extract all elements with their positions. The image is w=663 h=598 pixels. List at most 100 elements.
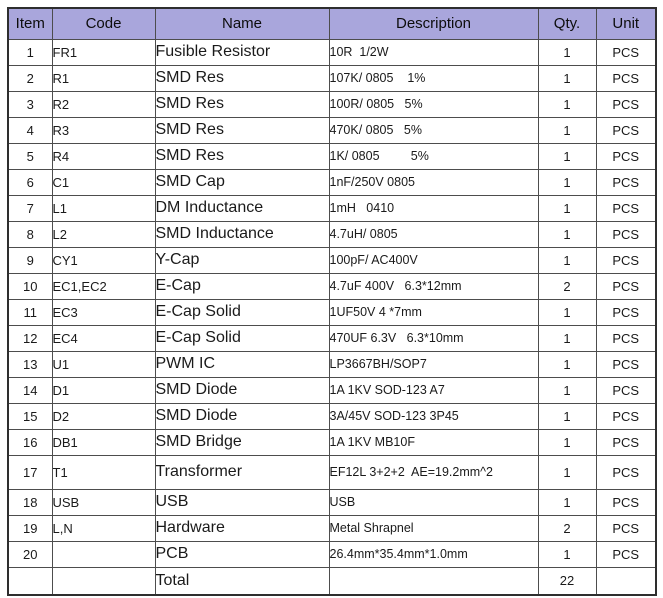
cell-qty: 1 bbox=[537, 168, 597, 196]
table-row: 18 USB USB USB 1 PCS bbox=[7, 488, 657, 516]
cell-name: E-Cap Solid bbox=[154, 324, 330, 352]
table-row: 9 CY1 Y-Cap 100pF/ AC400V 1 PCS bbox=[7, 246, 657, 274]
cell-code: EC3 bbox=[51, 298, 156, 326]
header-description: Description bbox=[328, 7, 539, 40]
cell-item: 3 bbox=[7, 90, 53, 118]
cell-unit: PCS bbox=[595, 298, 657, 326]
cell-qty: 1 bbox=[537, 376, 597, 404]
cell-code: U1 bbox=[51, 350, 156, 378]
cell-name: PCB bbox=[154, 540, 330, 568]
cell-code: R4 bbox=[51, 142, 156, 170]
cell-qty: 1 bbox=[537, 402, 597, 430]
cell-unit: PCS bbox=[595, 402, 657, 430]
cell-qty: 2 bbox=[537, 272, 597, 300]
cell-description: 4.7uF 400V 6.3*12mm bbox=[328, 272, 539, 300]
cell-description: 3A/45V SOD-123 3P45 bbox=[328, 402, 539, 430]
cell-description: Metal Shrapnel bbox=[328, 514, 539, 542]
cell-item: 10 bbox=[7, 272, 53, 300]
cell-name: Fusible Resistor bbox=[154, 38, 330, 66]
table-row: 16 DB1 SMD Bridge 1A 1KV MB10F 1 PCS bbox=[7, 428, 657, 456]
bom-table: Item Code Name Description Qty. Unit 1 FR… bbox=[7, 7, 657, 596]
cell-description: 1nF/250V 0805 bbox=[328, 168, 539, 196]
cell-unit bbox=[595, 566, 657, 596]
cell-unit: PCS bbox=[595, 64, 657, 92]
table-row: 20 PCB 26.4mm*35.4mm*1.0mm 1 PCS bbox=[7, 540, 657, 568]
cell-code: R2 bbox=[51, 90, 156, 118]
cell-name: E-Cap Solid bbox=[154, 298, 330, 326]
cell-unit: PCS bbox=[595, 272, 657, 300]
cell-item bbox=[7, 566, 53, 596]
cell-unit: PCS bbox=[595, 488, 657, 516]
cell-description: 470K/ 0805 5% bbox=[328, 116, 539, 144]
cell-code: D2 bbox=[51, 402, 156, 430]
cell-description: 1A 1KV MB10F bbox=[328, 428, 539, 456]
cell-description: 1mH 0410 bbox=[328, 194, 539, 222]
cell-unit: PCS bbox=[595, 220, 657, 248]
table-row: 3 R2 SMD Res 100R/ 0805 5% 1 PCS bbox=[7, 90, 657, 118]
table-row: Total 22 bbox=[7, 566, 657, 596]
cell-qty: 1 bbox=[537, 220, 597, 248]
cell-code bbox=[51, 566, 156, 596]
cell-item: 13 bbox=[7, 350, 53, 378]
cell-description: 1A 1KV SOD-123 A7 bbox=[328, 376, 539, 404]
cell-unit: PCS bbox=[595, 540, 657, 568]
table-row: 19 L,N Hardware Metal Shrapnel 2 PCS bbox=[7, 514, 657, 542]
cell-item: 2 bbox=[7, 64, 53, 92]
cell-code: L2 bbox=[51, 220, 156, 248]
cell-qty: 2 bbox=[537, 514, 597, 542]
header-code: Code bbox=[51, 7, 156, 40]
table-row: 14 D1 SMD Diode 1A 1KV SOD-123 A7 1 PCS bbox=[7, 376, 657, 404]
cell-unit: PCS bbox=[595, 90, 657, 118]
cell-name: SMD Bridge bbox=[154, 428, 330, 456]
cell-unit: PCS bbox=[595, 38, 657, 66]
cell-name: SMD Diode bbox=[154, 402, 330, 430]
cell-name: SMD Res bbox=[154, 64, 330, 92]
table-row: 5 R4 SMD Res 1K/ 0805 5% 1 PCS bbox=[7, 142, 657, 170]
cell-code: R3 bbox=[51, 116, 156, 144]
table-row: 6 C1 SMD Cap 1nF/250V 0805 1 PCS bbox=[7, 168, 657, 196]
cell-name: USB bbox=[154, 488, 330, 516]
table-row: 17 T1 Transformer EF12L 3+2+2 AE=19.2mm^2 1 P… bbox=[7, 454, 657, 490]
cell-name: Transformer bbox=[154, 454, 330, 490]
cell-item: 11 bbox=[7, 298, 53, 326]
cell-code: L,N bbox=[51, 514, 156, 542]
table-row: 11 EC3 E-Cap Solid 1UF50V 4 *7mm 1 PCS bbox=[7, 298, 657, 326]
cell-description: 1K/ 0805 5% bbox=[328, 142, 539, 170]
table-row: 13 U1 PWM IC LP3667BH/SOP7 1 PCS bbox=[7, 350, 657, 378]
cell-description: USB bbox=[328, 488, 539, 516]
cell-qty: 1 bbox=[537, 350, 597, 378]
cell-name: SMD Diode bbox=[154, 376, 330, 404]
cell-unit: PCS bbox=[595, 514, 657, 542]
cell-code: CY1 bbox=[51, 246, 156, 274]
header-item: Item bbox=[7, 7, 53, 40]
cell-description bbox=[328, 566, 539, 596]
cell-qty: 1 bbox=[537, 324, 597, 352]
cell-code: L1 bbox=[51, 194, 156, 222]
cell-item: 8 bbox=[7, 220, 53, 248]
cell-description: 100R/ 0805 5% bbox=[328, 90, 539, 118]
bom-table-container: Item Code Name Description Qty. Unit 1 FR… bbox=[7, 7, 657, 596]
cell-qty: 1 bbox=[537, 90, 597, 118]
cell-item: 5 bbox=[7, 142, 53, 170]
table-row: 7 L1 DM Inductance 1mH 0410 1 PCS bbox=[7, 194, 657, 222]
table-row: 1 FR1 Fusible Resistor 10R 1/2W 1 PCS bbox=[7, 38, 657, 66]
cell-code: DB1 bbox=[51, 428, 156, 456]
cell-item: 17 bbox=[7, 454, 53, 490]
cell-unit: PCS bbox=[595, 142, 657, 170]
cell-item: 16 bbox=[7, 428, 53, 456]
cell-item: 12 bbox=[7, 324, 53, 352]
header-name: Name bbox=[154, 7, 330, 40]
cell-code bbox=[51, 540, 156, 568]
cell-name: Total bbox=[154, 566, 330, 596]
table-row: 2 R1 SMD Res 107K/ 0805 1% 1 PCS bbox=[7, 64, 657, 92]
cell-qty: 22 bbox=[537, 566, 597, 596]
cell-unit: PCS bbox=[595, 350, 657, 378]
cell-name: E-Cap bbox=[154, 272, 330, 300]
cell-qty: 1 bbox=[537, 428, 597, 456]
cell-unit: PCS bbox=[595, 376, 657, 404]
cell-description: 100pF/ AC400V bbox=[328, 246, 539, 274]
cell-item: 14 bbox=[7, 376, 53, 404]
cell-unit: PCS bbox=[595, 116, 657, 144]
cell-name: Hardware bbox=[154, 514, 330, 542]
header-unit: Unit bbox=[595, 7, 657, 40]
